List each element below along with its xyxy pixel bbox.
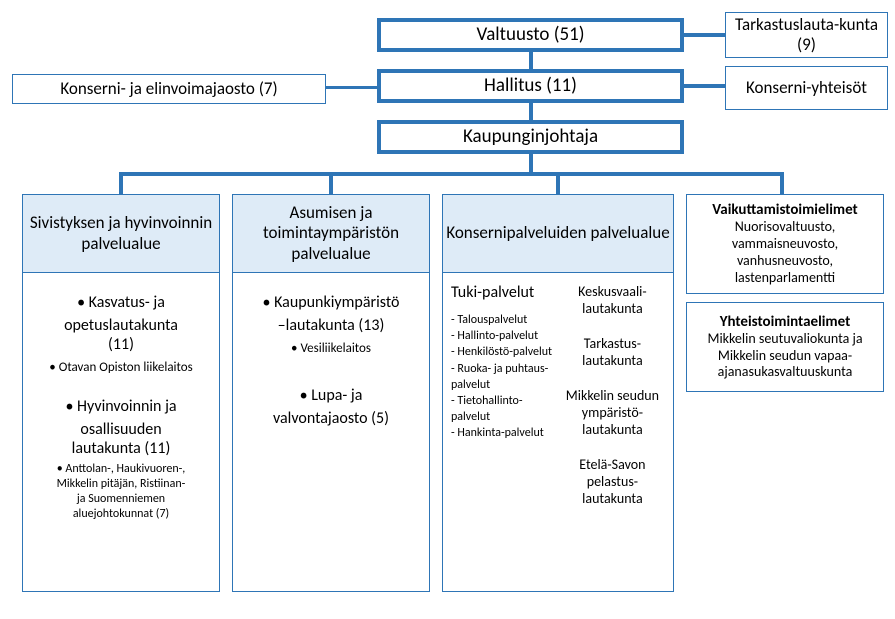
col3-left-item: Tietohallinto-palvelut — [451, 393, 559, 425]
col2-body: Kaupunkiympäristö –lautakunta (13) Vesil… — [232, 272, 430, 592]
side1-box: Vaikuttamistoimielimet Nuorisovaltuusto,… — [686, 194, 884, 294]
col3-title: Konsernipalveluiden palvelualue — [446, 223, 669, 243]
conn-valtuusto-tarkastus — [684, 33, 725, 37]
valtuusto-label: Valtuusto (51) — [476, 24, 584, 47]
col1-sub2b: Mikkelin pitäjän, Ristiinan- — [28, 477, 214, 491]
col3-body: Tuki-palvelut TalouspalvelutHallinto-pal… — [442, 272, 674, 592]
col2-item1a: Kaupunkiympäristö — [238, 293, 424, 312]
conn-valtuusto-hallitus — [529, 52, 533, 69]
col3-left-item: Henkilöstö-palvelut — [451, 344, 559, 360]
tarkastus-label: Tarkastuslauta-kunta (9) — [726, 15, 887, 56]
col1-sub1: Otavan Opiston liikelaitos — [28, 360, 214, 375]
col2-item1b: –lautakunta (13) — [238, 316, 424, 335]
side1-title: Vaikuttamistoimielimet — [712, 201, 857, 219]
side2-body: Mikkelin seutuvaliokunta ja Mikkelin seu… — [693, 331, 877, 381]
col1-item2a: Hyvinvoinnin ja — [28, 397, 214, 416]
col1-title: Sivistyksen ja hyvinvoinnin palvelualue — [23, 213, 219, 254]
col1-header: Sivistyksen ja hyvinvoinnin palvelualue — [22, 194, 220, 272]
col3-right-item: Etelä-Savon pelastus-lautakunta — [562, 456, 662, 507]
side2-box: Yhteistoimintaelimet Mikkelin seutuvalio… — [686, 302, 884, 392]
konserni-yht-label: Konserni-yhteisöt — [746, 78, 867, 98]
col1-item1c: (11) — [28, 335, 214, 354]
side1-body: Nuorisovaltuusto, vammaisneuvosto, vanhu… — [693, 219, 877, 286]
kaupunginjohtaja-box: Kaupunginjohtaja — [377, 120, 684, 154]
col1-body: Kasvatus- ja opetuslautakunta (11) Otava… — [22, 272, 220, 592]
col3-right-item: Tarkastus-lautakunta — [562, 335, 662, 369]
col3-right-item: Keskusvaali-lautakunta — [562, 283, 662, 317]
col2-sub1: Vesiliikelaitos — [238, 341, 424, 356]
col3-right: Keskusvaali-lautakunta Tarkastus-lautakun… — [562, 283, 662, 525]
konserni-yhteisot-box: Konserni-yhteisöt — [725, 66, 888, 110]
col3-left-title-text: Tuki-palvelut — [451, 283, 534, 302]
col3-left: Tuki-palvelut TalouspalvelutHallinto-pal… — [451, 283, 559, 442]
col3-left-item: Hankinta-palvelut — [451, 425, 559, 441]
col3-right-list: Keskusvaali-lautakunta Tarkastus-lautakun… — [562, 283, 662, 507]
col1-sub2d: aluejohtokunnat (7) — [28, 507, 214, 521]
col1-item1b: opetuslautakunta — [28, 316, 214, 335]
col1-sub2c: ja Suomenniemen — [28, 492, 214, 506]
col2-item2b: valvontajaosto (5) — [238, 409, 424, 428]
col1-item2b: osallisuuden — [28, 420, 214, 439]
konserni-jaosto-box: Konserni- ja elinvoimajaosto (7) — [12, 74, 326, 104]
hallitus-label: Hallitus (11) — [484, 75, 577, 98]
conn-drop4 — [780, 172, 784, 194]
tarkastuslautakunta-box: Tarkastuslauta-kunta (9) — [725, 12, 888, 58]
col3-left-title: Tuki-palvelut — [451, 283, 559, 302]
valtuusto-box: Valtuusto (51) — [377, 18, 684, 52]
conn-hbar — [119, 172, 784, 176]
conn-drop2 — [329, 172, 333, 194]
konserni-jaosto-label: Konserni- ja elinvoimajaosto (7) — [60, 79, 277, 99]
col3-left-item: Talouspalvelut — [451, 312, 559, 328]
col1-item1a: Kasvatus- ja — [28, 293, 214, 312]
kaupunginjohtaja-label: Kaupunginjohtaja — [463, 126, 598, 149]
col2-title: Asumisen ja toimintaympäristön palvelual… — [233, 203, 429, 264]
side2-title: Yhteistoimintaelimet — [720, 313, 851, 331]
col2-item2a: Lupa- ja — [238, 386, 424, 405]
conn-hallitus-konserniyht — [684, 84, 725, 88]
hallitus-box: Hallitus (11) — [377, 69, 684, 103]
col1-item2c: lautakunta (11) — [28, 439, 214, 458]
col3-header: Konsernipalveluiden palvelualue — [442, 194, 674, 272]
conn-hallitus-kaupunginjohtaja — [529, 103, 533, 120]
col3-right-item: Mikkelin seudun ympäristö-lautakunta — [562, 387, 662, 438]
col2-header: Asumisen ja toimintaympäristön palvelual… — [232, 194, 430, 272]
col1-sub2a: Anttolan-, Haukivuoren-, — [28, 462, 214, 476]
conn-drop3 — [556, 172, 560, 194]
col3-left-item: Ruoka- ja puhtaus-palvelut — [451, 361, 559, 393]
col3-left-list: TalouspalvelutHallinto-palvelutHenkilöst… — [451, 312, 559, 442]
conn-hallitus-konsernijaosto — [326, 86, 377, 89]
col3-left-item: Hallinto-palvelut — [451, 328, 559, 344]
conn-drop1 — [119, 172, 123, 194]
